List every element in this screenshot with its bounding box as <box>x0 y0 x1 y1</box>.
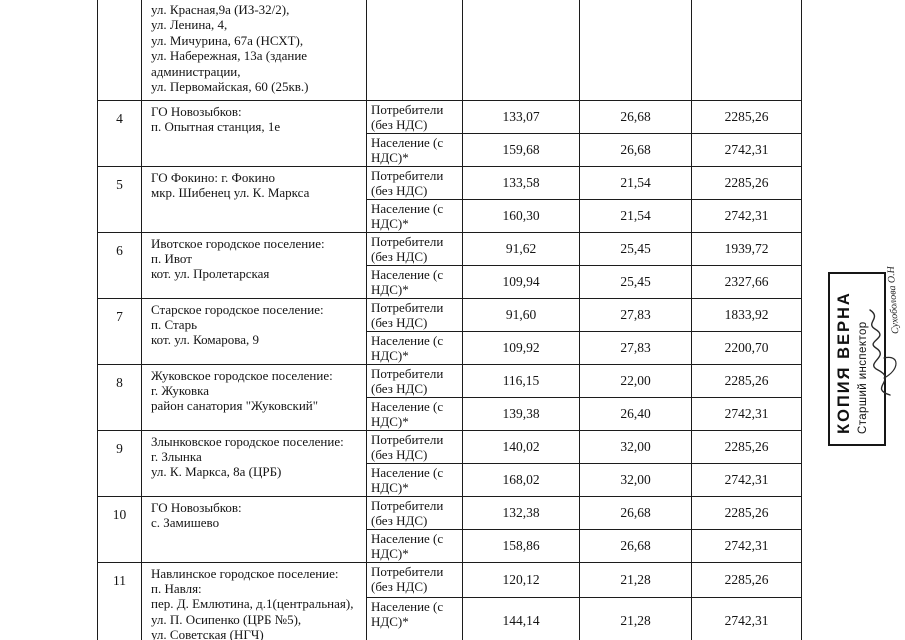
value-cell: 25,45 <box>579 264 692 299</box>
certification-stamp: КОПИЯ ВЕРНА Старший инспектор Сухоболова… <box>828 266 905 448</box>
value-cell: 116,15 <box>462 363 580 398</box>
value-cell: 26,68 <box>579 99 692 134</box>
value-cell: 2742,31 <box>691 198 802 233</box>
category-cell: Потребители (без НДС) <box>366 363 463 398</box>
value-cell: 159,68 <box>462 132 580 167</box>
category-cell: Потребители (без НДС) <box>366 231 463 266</box>
row-number: 11 <box>97 561 142 640</box>
empty-number-cell <box>97 0 142 101</box>
location-cell: ГО Новозыбков: п. Опытная станция, 1е <box>141 99 367 167</box>
value-cell: 27,83 <box>579 297 692 332</box>
value-cell: 21,54 <box>579 165 692 200</box>
location-cell: Старское городское поселение: п. Старь к… <box>141 297 367 365</box>
value-cell: 160,30 <box>462 198 580 233</box>
value-cell: 91,60 <box>462 297 580 332</box>
value-cell: 2285,26 <box>691 165 802 200</box>
category-cell: Потребители (без НДС) <box>366 99 463 134</box>
value-cell: 1833,92 <box>691 297 802 332</box>
value-cell: 32,00 <box>579 462 692 497</box>
row-number: 6 <box>97 231 142 299</box>
row-number: 10 <box>97 495 142 563</box>
value-cell: 26,68 <box>579 495 692 530</box>
value-cell: 120,12 <box>462 561 580 598</box>
value-cell: 168,02 <box>462 462 580 497</box>
value-cell: 25,45 <box>579 231 692 266</box>
location-cell: Жуковское городское поселение: г. Жуковк… <box>141 363 367 431</box>
value-cell: 2285,26 <box>691 429 802 464</box>
value-cell: 109,94 <box>462 264 580 299</box>
category-cell: Население (с НДС)* <box>366 462 463 497</box>
value-cell: 133,58 <box>462 165 580 200</box>
row-number: 4 <box>97 99 142 167</box>
address-continuation-cell: ул. Красная,9а (ИЗ-32/2), ул. Ленина, 4,… <box>141 0 367 101</box>
tariff-table: ул. Красная,9а (ИЗ-32/2), ул. Ленина, 4,… <box>97 0 802 640</box>
location-cell: Ивотское городское поселение: п. Ивот ко… <box>141 231 367 299</box>
value-cell: 21,28 <box>579 561 692 598</box>
value-cell: 91,62 <box>462 231 580 266</box>
value-cell: 2742,31 <box>691 132 802 167</box>
value-cell: 26,68 <box>579 132 692 167</box>
stamp-title: КОПИЯ ВЕРНА <box>835 291 853 434</box>
value-cell: 144,14 <box>462 596 580 640</box>
value-cell: 2285,26 <box>691 495 802 530</box>
value-cell: 158,86 <box>462 528 580 563</box>
row-number: 7 <box>97 297 142 365</box>
row-number: 8 <box>97 363 142 431</box>
category-cell: Население (с НДС)* <box>366 132 463 167</box>
location-cell: Навлинское городское поселение: п. Навля… <box>141 561 367 640</box>
value-cell: 2285,26 <box>691 561 802 598</box>
value-cell: 2742,31 <box>691 396 802 431</box>
category-cell: Население (с НДС)* <box>366 596 463 640</box>
category-cell: Население (с НДС)* <box>366 330 463 365</box>
category-cell: Население (с НДС)* <box>366 198 463 233</box>
value-cell: 26,40 <box>579 396 692 431</box>
value-cell: 140,02 <box>462 429 580 464</box>
location-cell: ГО Фокино: г. Фокино мкр. Шибенец ул. К.… <box>141 165 367 233</box>
row-number: 5 <box>97 165 142 233</box>
category-cell: Потребители (без НДС) <box>366 165 463 200</box>
value-cell: 32,00 <box>579 429 692 464</box>
value-cell: 22,00 <box>579 363 692 398</box>
value-cell: 109,92 <box>462 330 580 365</box>
value-cell: 21,28 <box>579 596 692 640</box>
category-cell: Потребители (без НДС) <box>366 561 463 598</box>
value-cell: 21,54 <box>579 198 692 233</box>
value-cell: 2742,31 <box>691 596 802 640</box>
location-cell: ГО Новозыбков: с. Замишево <box>141 495 367 563</box>
empty-category-cell <box>366 0 463 101</box>
empty-value-cell <box>691 0 802 101</box>
signature-icon <box>869 309 897 396</box>
empty-value-cell <box>579 0 692 101</box>
category-cell: Потребители (без НДС) <box>366 429 463 464</box>
value-cell: 1939,72 <box>691 231 802 266</box>
category-cell: Потребители (без НДС) <box>366 297 463 332</box>
value-cell: 27,83 <box>579 330 692 365</box>
value-cell: 133,07 <box>462 99 580 134</box>
empty-value-cell <box>462 0 580 101</box>
value-cell: 26,68 <box>579 528 692 563</box>
category-cell: Население (с НДС)* <box>366 528 463 563</box>
value-cell: 2200,70 <box>691 330 802 365</box>
value-cell: 2742,31 <box>691 462 802 497</box>
location-cell: Злынковское городское поселение: г. Злын… <box>141 429 367 497</box>
value-cell: 2285,26 <box>691 99 802 134</box>
value-cell: 2285,26 <box>691 363 802 398</box>
value-cell: 2327,66 <box>691 264 802 299</box>
value-cell: 132,38 <box>462 495 580 530</box>
category-cell: Потребители (без НДС) <box>366 495 463 530</box>
category-cell: Население (с НДС)* <box>366 396 463 431</box>
value-cell: 2742,31 <box>691 528 802 563</box>
row-number: 9 <box>97 429 142 497</box>
category-cell: Население (с НДС)* <box>366 264 463 299</box>
value-cell: 139,38 <box>462 396 580 431</box>
